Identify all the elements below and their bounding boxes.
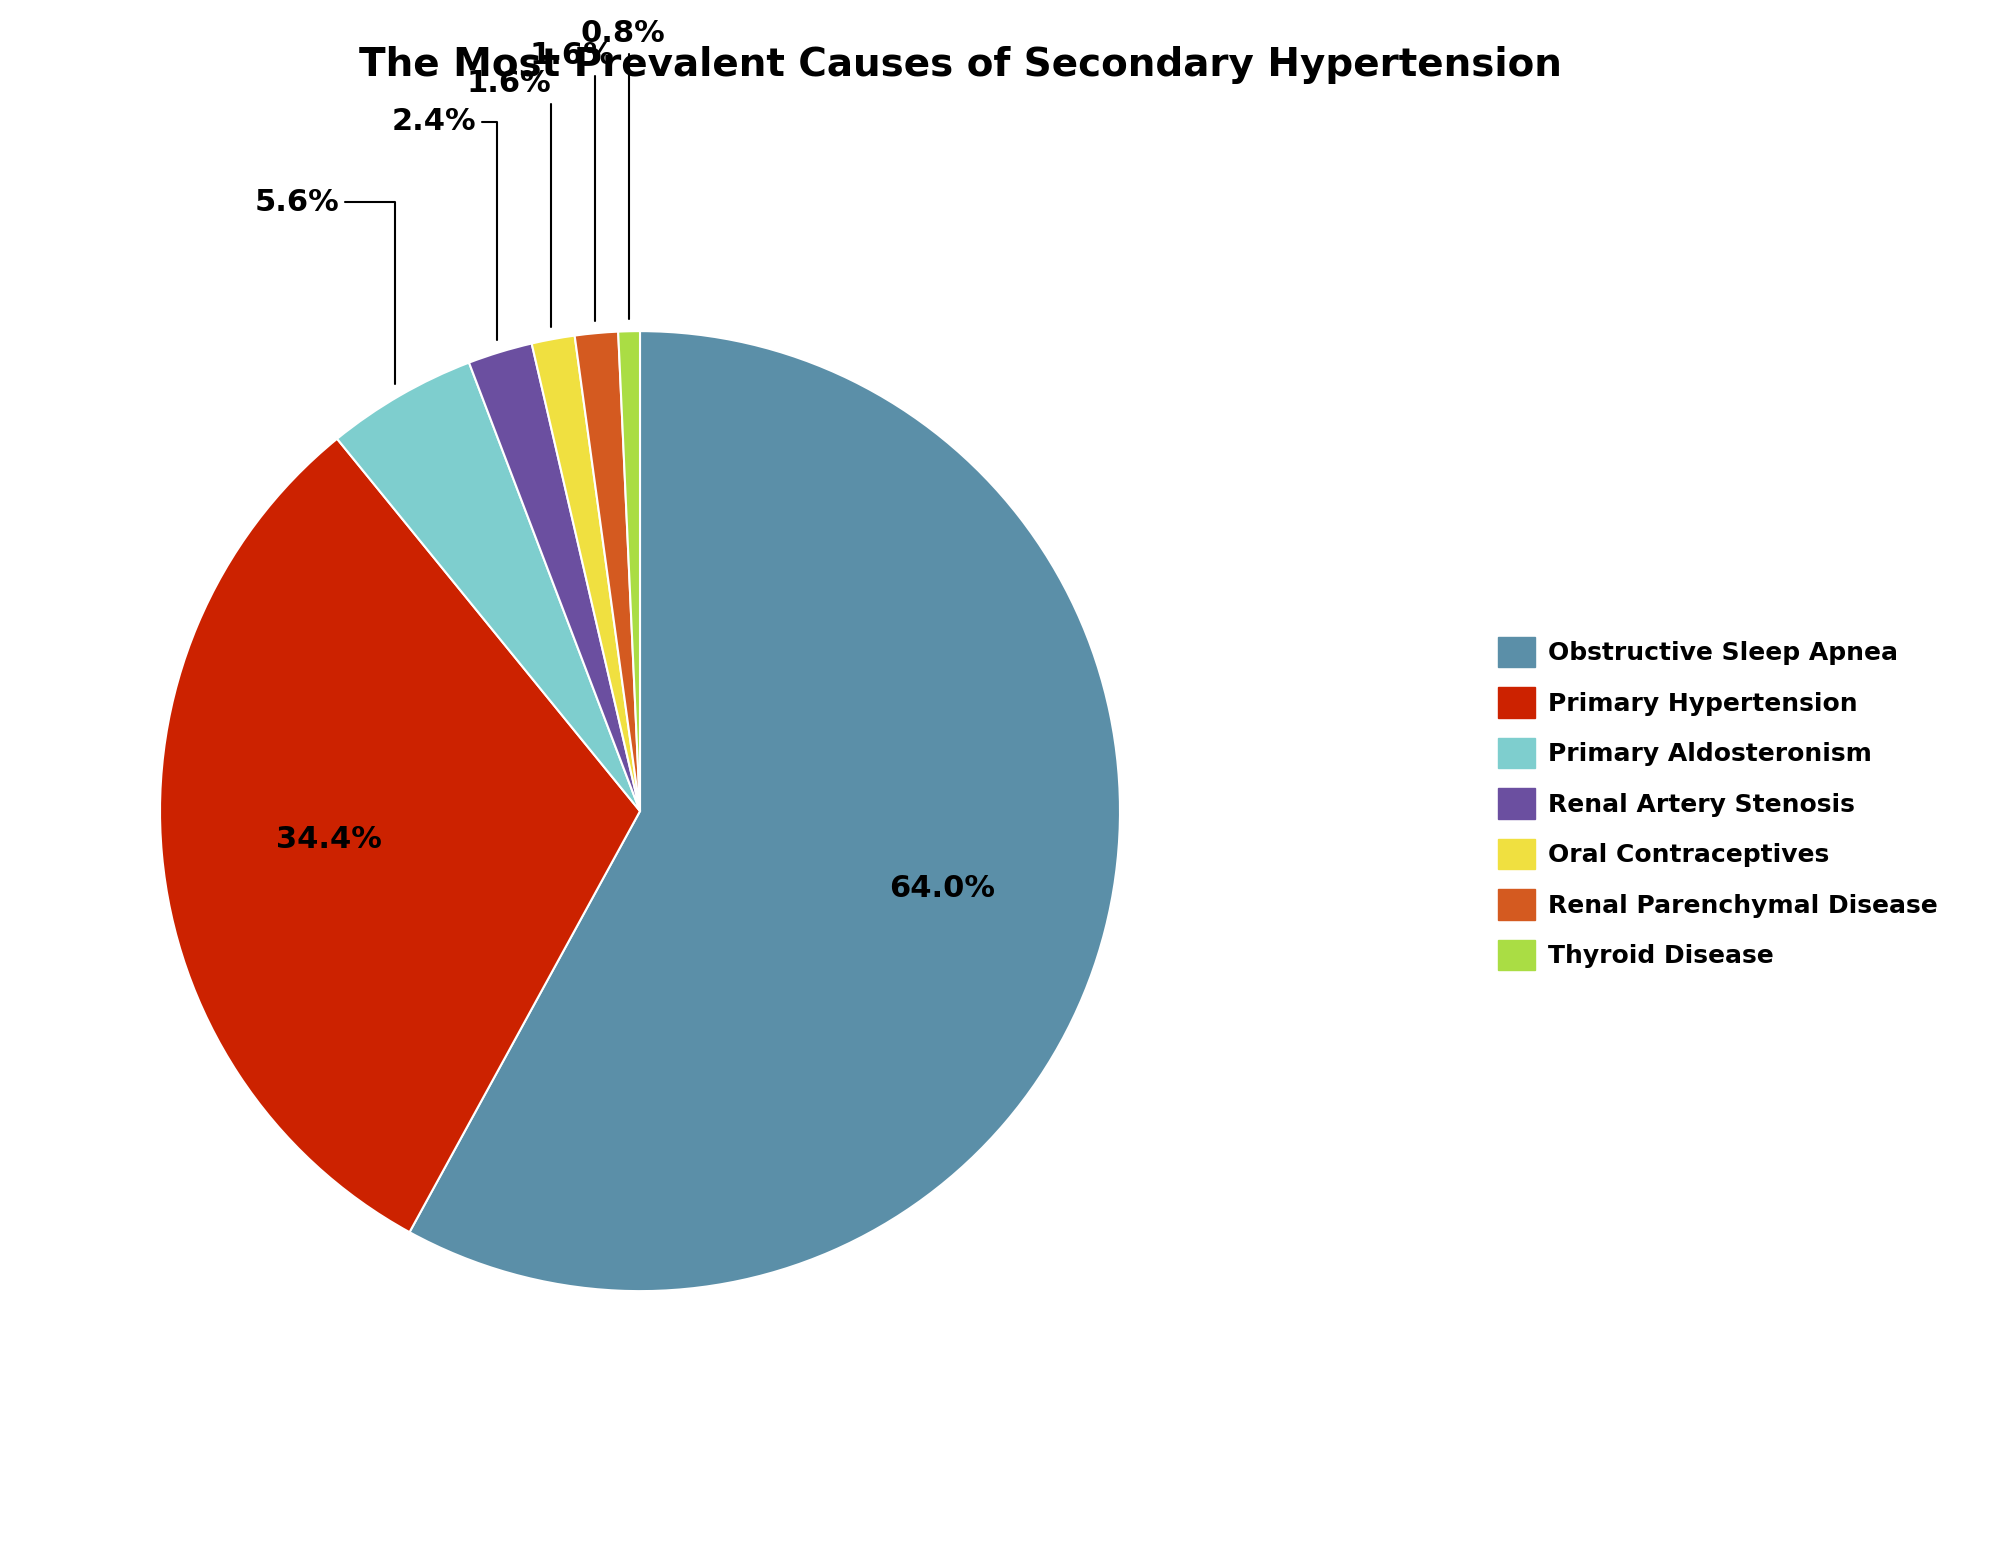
Text: 1.6%: 1.6% bbox=[530, 42, 614, 321]
Wedge shape bbox=[338, 363, 640, 811]
Legend: Obstructive Sleep Apnea, Primary Hypertension, Primary Aldosteronism, Renal Arte: Obstructive Sleep Apnea, Primary Hyperte… bbox=[1488, 627, 1948, 980]
Wedge shape bbox=[574, 332, 640, 811]
Text: The Most Prevalent Causes of Secondary Hypertension: The Most Prevalent Causes of Secondary H… bbox=[358, 46, 1562, 85]
Wedge shape bbox=[410, 331, 1120, 1292]
Text: 2.4%: 2.4% bbox=[392, 107, 498, 340]
Text: 64.0%: 64.0% bbox=[890, 874, 996, 902]
Wedge shape bbox=[532, 335, 640, 811]
Wedge shape bbox=[470, 343, 640, 811]
Text: 0.8%: 0.8% bbox=[580, 19, 666, 318]
Wedge shape bbox=[618, 331, 640, 811]
Wedge shape bbox=[160, 439, 640, 1233]
Text: 1.6%: 1.6% bbox=[466, 70, 552, 328]
Text: 34.4%: 34.4% bbox=[276, 825, 382, 854]
Text: 5.6%: 5.6% bbox=[254, 187, 396, 385]
